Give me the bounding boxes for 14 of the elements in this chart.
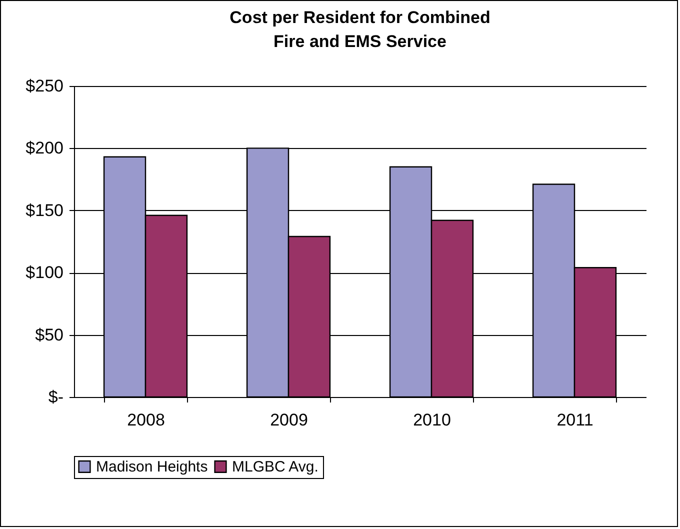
text: Cost per Resident for Combined [230, 8, 490, 27]
y-tick-label: $200 [26, 138, 64, 158]
x-tick-label: 2009 [270, 410, 308, 430]
text: Fire and EMS Service [274, 32, 446, 51]
y-tick-label: $- [48, 388, 64, 406]
legend-label: MLGBC Avg. [232, 458, 318, 476]
x-tick-label: 2010 [413, 410, 451, 430]
y-tick-label: $250 [26, 76, 64, 96]
x-tick-label: 2008 [127, 410, 165, 430]
y-tick-label: $100 [26, 263, 64, 282]
y-tick-label: $50 [35, 325, 64, 344]
y-tick-label: $150 [26, 200, 64, 220]
legend-label: Madison Heights [96, 458, 208, 476]
x-tick-label: 2011 [556, 410, 594, 430]
